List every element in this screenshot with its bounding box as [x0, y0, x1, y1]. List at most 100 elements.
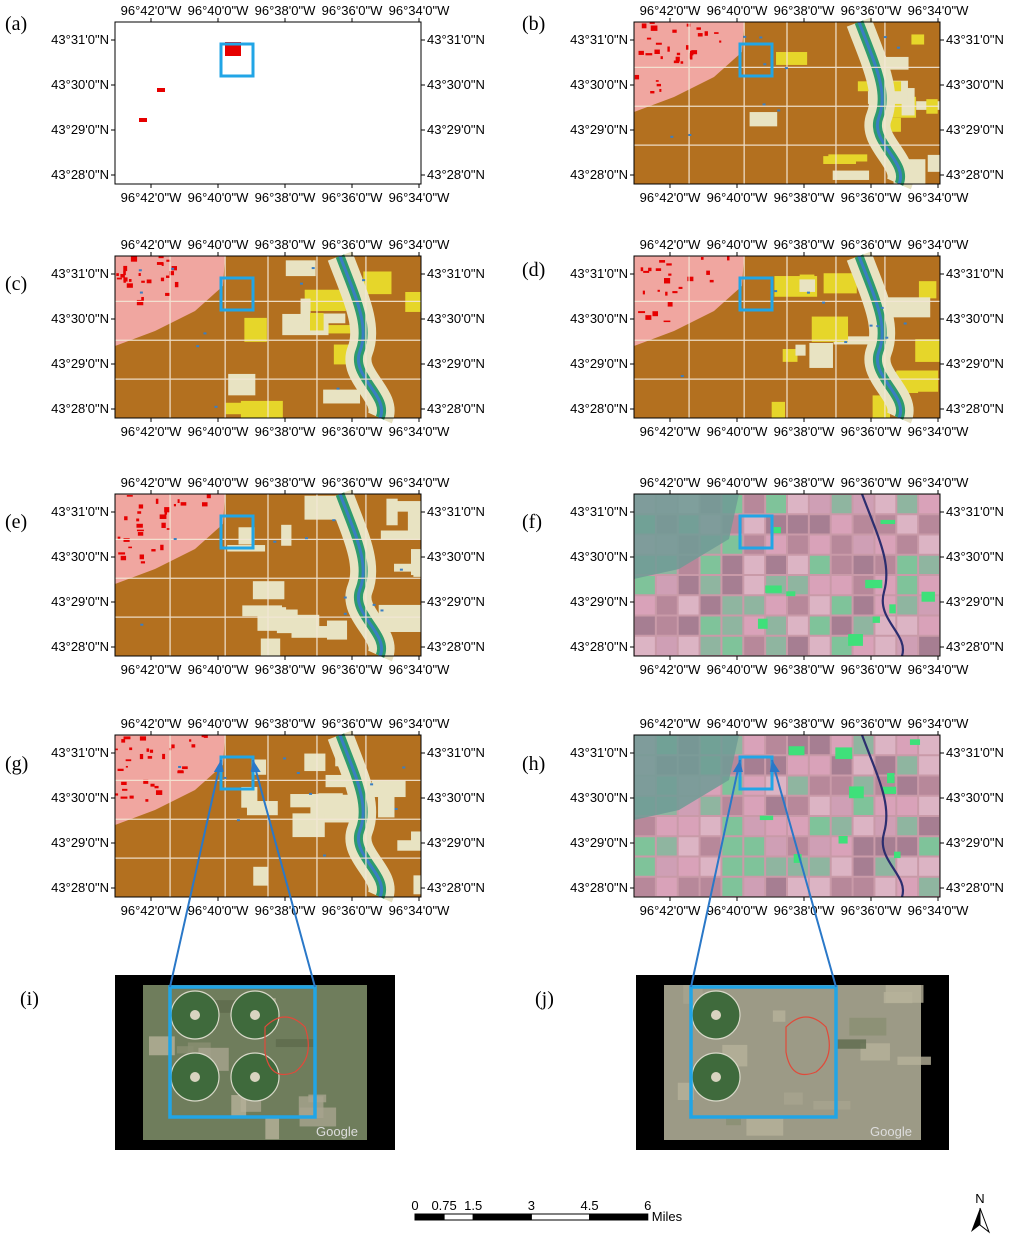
field-parcel — [875, 515, 896, 534]
map-panel: 96°42'0"W 96°42'0"W 96°40'0"W 96°40'0"W 96°3… — [570, 716, 1004, 918]
river-line — [857, 255, 903, 419]
map-frame — [633, 255, 941, 419]
field-parcel — [831, 555, 852, 574]
field-parcel — [919, 495, 939, 514]
grass-patch — [246, 801, 278, 816]
longitude-tick-label: 96°34'0"W — [908, 903, 969, 918]
field-parcel — [809, 555, 830, 574]
field-parcel — [744, 515, 765, 534]
latitude-tick-label: 43°30'0"N — [51, 311, 109, 326]
grass-patch — [300, 298, 311, 315]
field-parcel — [809, 796, 830, 815]
field-parcel — [853, 515, 874, 534]
grass-patch — [915, 339, 940, 362]
grass-patch — [795, 344, 806, 356]
latitude-tick-label: 43°28'0"N — [51, 880, 109, 895]
latitude-tick-label: 43°31'0"N — [946, 745, 1004, 760]
longitude-tick-label: 96°34'0"W — [389, 3, 450, 18]
grass-patch — [276, 614, 320, 634]
field-parcel — [678, 616, 699, 635]
panel-label: (g) — [5, 753, 28, 775]
latitude-tick-label: 43°31'0"N — [427, 504, 485, 519]
north-arrow-icon: N — [971, 1191, 991, 1234]
longitude-tick-label: 96°36'0"W — [841, 716, 902, 731]
field-parcel — [788, 555, 808, 574]
map-frame — [633, 493, 941, 657]
field-parcel — [788, 596, 808, 615]
longitude-tick-label: 96°38'0"W — [255, 716, 316, 731]
highlight-box — [738, 755, 774, 791]
panel-label: (i) — [20, 988, 39, 1010]
field-parcel — [700, 576, 721, 595]
field-parcel — [897, 817, 918, 836]
longitude-tick-label: 96°40'0"W — [188, 903, 249, 918]
field-parcel — [788, 796, 808, 815]
longitude-tick-label: 96°36'0"W — [322, 190, 383, 205]
panel-label: (f) — [522, 511, 542, 533]
latitude-tick-label: 43°31'0"N — [427, 266, 485, 281]
grass-patch — [393, 501, 421, 512]
field-parcel — [635, 576, 655, 595]
field-parcel — [700, 636, 721, 655]
grass-patch — [397, 614, 410, 631]
longitude-tick-label: 96°40'0"W — [707, 190, 768, 205]
longitude-tick-label: 96°36'0"W — [841, 475, 902, 490]
latitude-tick-label: 43°28'0"N — [946, 401, 1004, 416]
field-parcel — [919, 515, 939, 534]
map-panel: 96°42'0"W 96°42'0"W 96°40'0"W 96°40'0"W 96°3… — [570, 3, 1004, 205]
latitude-tick-label: 43°30'0"N — [570, 790, 628, 805]
field-parcel — [875, 736, 896, 755]
field-parcel — [875, 495, 896, 514]
longitude-tick-label: 96°40'0"W — [188, 237, 249, 252]
longitude-tick-label: 96°38'0"W — [774, 662, 835, 677]
vegetation-patch — [880, 519, 896, 525]
longitude-tick-label: 96°42'0"W — [640, 475, 701, 490]
highlight-box — [738, 42, 774, 78]
field-parcel — [788, 756, 808, 775]
latitude-tick-label: 43°29'0"N — [427, 356, 485, 371]
longitude-tick-label: 96°42'0"W — [121, 662, 182, 677]
panel-label: (e) — [5, 511, 27, 533]
grass-patch — [413, 875, 421, 895]
field-parcel — [875, 837, 896, 856]
road-grid — [115, 735, 421, 897]
field-parcel — [809, 817, 830, 836]
vegetation-patch — [838, 835, 848, 844]
river-line — [860, 493, 905, 657]
longitude-tick-label: 96°40'0"W — [707, 716, 768, 731]
vegetation-patch — [887, 772, 895, 784]
field-parcel — [766, 596, 786, 615]
vegetation-patch — [848, 634, 863, 646]
field-parcel — [788, 776, 808, 795]
field-parcel — [919, 636, 939, 655]
river-line — [338, 255, 384, 419]
field-parcel — [744, 576, 765, 595]
grass-patch — [749, 112, 778, 127]
longitude-tick-label: 96°34'0"W — [908, 475, 969, 490]
field-parcel — [875, 877, 896, 896]
field-parcel — [722, 776, 743, 795]
latitude-tick-label: 43°28'0"N — [570, 401, 628, 416]
field-parcel — [722, 877, 743, 896]
latitude-tick-label: 43°28'0"N — [570, 167, 628, 182]
field-parcel — [853, 877, 874, 896]
field-parcel — [897, 576, 918, 595]
field-parcel — [700, 596, 721, 615]
scale-segment — [443, 1213, 474, 1221]
scale-tick-label: 3 — [528, 1198, 535, 1213]
longitude-tick-label: 96°40'0"W — [188, 3, 249, 18]
longitude-tick-label: 96°36'0"W — [841, 424, 902, 439]
grass-patch — [290, 794, 324, 808]
map-panel: 96°42'0"W 96°42'0"W 96°40'0"W 96°40'0"W 96°3… — [51, 3, 485, 205]
latitude-tick-label: 43°31'0"N — [51, 504, 109, 519]
longitude-tick-label: 96°38'0"W — [255, 190, 316, 205]
latitude-tick-label: 43°28'0"N — [51, 401, 109, 416]
field-parcel — [853, 616, 874, 635]
field-parcel — [831, 636, 852, 655]
longitude-tick-label: 96°42'0"W — [640, 190, 701, 205]
field-parcel — [722, 535, 743, 554]
longitude-tick-label: 96°34'0"W — [908, 3, 969, 18]
latitude-tick-label: 43°30'0"N — [427, 311, 485, 326]
field-parcel — [831, 756, 852, 775]
longitude-tick-label: 96°42'0"W — [121, 190, 182, 205]
